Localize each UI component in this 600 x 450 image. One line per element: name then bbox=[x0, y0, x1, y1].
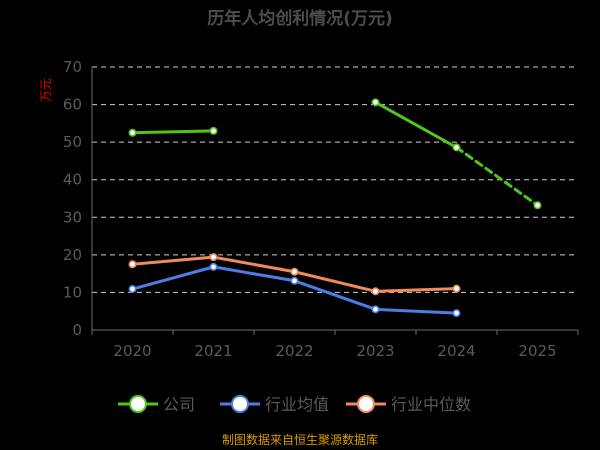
series-line-segment bbox=[293, 279, 377, 311]
series-line-segment bbox=[131, 129, 215, 135]
legend-label: 行业均值 bbox=[265, 395, 329, 414]
legend-swatch-marker bbox=[129, 395, 147, 413]
data-point bbox=[128, 128, 137, 137]
y-tick-labels: 0 10 20 30 40 50 60 70 bbox=[63, 58, 82, 339]
x-tick-label: 2025 bbox=[518, 342, 556, 360]
data-point bbox=[290, 267, 299, 276]
x-tick-label: 2023 bbox=[356, 342, 394, 360]
y-tick-label: 40 bbox=[63, 171, 82, 189]
data-point bbox=[452, 284, 461, 293]
x-tick-labels: 2020 2021 2022 2023 2024 2025 bbox=[113, 342, 556, 360]
data-point bbox=[290, 276, 299, 285]
legend-item-0: 公司 bbox=[118, 395, 195, 414]
x-tick-label: 2024 bbox=[437, 342, 475, 360]
series-line-segment bbox=[293, 270, 377, 293]
axes bbox=[91, 67, 579, 335]
data-point bbox=[371, 287, 380, 296]
chart-title: 历年人均创利情况(万元) bbox=[207, 8, 393, 29]
series-line-segment bbox=[212, 255, 296, 274]
data-point bbox=[209, 126, 218, 135]
series-1 bbox=[128, 262, 461, 318]
grid-lines bbox=[92, 66, 578, 293]
data-point bbox=[452, 143, 461, 152]
series-line-segment bbox=[212, 265, 296, 283]
x-tick-label: 2020 bbox=[113, 342, 151, 360]
y-tick-label: 70 bbox=[63, 58, 82, 76]
data-point bbox=[128, 260, 137, 269]
series-line-segment bbox=[374, 307, 458, 315]
series-line-segment bbox=[455, 145, 539, 207]
y-tick-label: 30 bbox=[63, 208, 82, 226]
legend-label: 公司 bbox=[163, 395, 195, 414]
legend-item-1: 行业均值 bbox=[220, 395, 329, 414]
series-0 bbox=[128, 98, 542, 210]
data-point bbox=[128, 285, 137, 294]
legend-swatch-marker bbox=[231, 395, 249, 413]
y-tick-label: 10 bbox=[63, 283, 82, 301]
legend-label: 行业中位数 bbox=[391, 395, 471, 414]
y-tick-label: 20 bbox=[63, 246, 82, 264]
legend: 公司 行业均值 行业中位数 bbox=[118, 395, 471, 414]
series-line-segment bbox=[374, 100, 458, 149]
series-line-segment bbox=[131, 255, 215, 266]
series-2 bbox=[128, 253, 461, 296]
legend-swatch-marker bbox=[357, 395, 375, 413]
series-line-segment bbox=[131, 265, 215, 291]
data-point bbox=[533, 201, 542, 210]
series-line-segment bbox=[374, 287, 458, 293]
data-point bbox=[452, 309, 461, 318]
y-axis-label: 万元 bbox=[39, 78, 53, 102]
data-point bbox=[209, 262, 218, 271]
x-tick-label: 2022 bbox=[275, 342, 313, 360]
series-group bbox=[128, 98, 542, 318]
y-tick-label: 50 bbox=[63, 133, 82, 151]
data-point bbox=[371, 305, 380, 314]
x-tick-label: 2021 bbox=[194, 342, 232, 360]
data-point bbox=[209, 253, 218, 262]
y-tick-label: 0 bbox=[72, 321, 82, 339]
data-point bbox=[371, 98, 380, 107]
legend-item-2: 行业中位数 bbox=[346, 395, 471, 414]
y-tick-label: 60 bbox=[63, 96, 82, 114]
source-note: 制图数据来自恒生聚源数据库 bbox=[222, 432, 378, 447]
